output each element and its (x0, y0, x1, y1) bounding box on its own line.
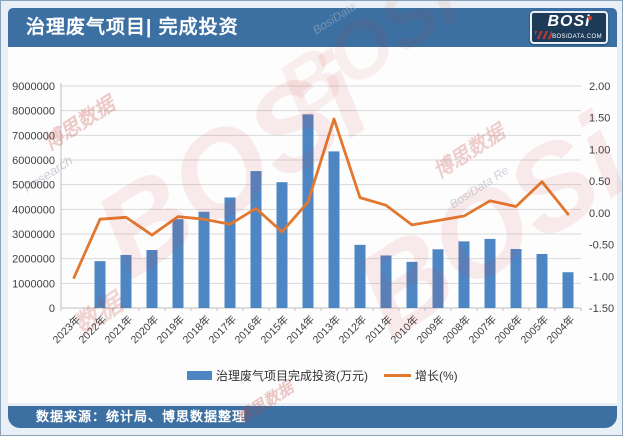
axes (60, 83, 582, 311)
svg-text:-1.00: -1.00 (589, 271, 614, 283)
bar-2016年 (250, 171, 262, 308)
bar-2006年 (510, 249, 522, 308)
svg-text:2006年: 2006年 (492, 313, 525, 346)
legend-bar-swatch (187, 371, 212, 380)
svg-text:0.00: 0.00 (589, 208, 610, 220)
gridlines (61, 85, 581, 284)
svg-text:2016年: 2016年 (232, 313, 265, 346)
svg-text:-0.50: -0.50 (589, 240, 614, 252)
bar-2021年 (120, 254, 132, 308)
bar-series (94, 114, 574, 308)
logo-stripes-icon (535, 31, 552, 39)
bar-2011年 (380, 255, 392, 308)
svg-text:0.50: 0.50 (589, 176, 610, 188)
svg-text:2015年: 2015年 (258, 313, 291, 346)
logo-subtext: BOSIDATA.COM (552, 34, 602, 40)
svg-text:2014年: 2014年 (284, 313, 317, 346)
svg-text:2010年: 2010年 (388, 313, 421, 346)
bar-2005年 (536, 253, 548, 308)
legend: 治理废气项目完成投资(万元) 增长(%) (187, 368, 458, 383)
bar-2017年 (224, 197, 236, 308)
bar-2022年 (94, 261, 106, 308)
svg-text:2011年: 2011年 (363, 313, 396, 346)
bar-2010年 (406, 261, 418, 308)
svg-text:0: 0 (49, 303, 55, 315)
svg-text:9000000: 9000000 (12, 81, 55, 93)
logo-accent-dot-icon (588, 16, 592, 20)
legend-bar-label: 治理废气项目完成投资(万元) (216, 368, 368, 383)
footer-banner: 数据来源：统计局、博思数据整理 (8, 406, 617, 428)
svg-text:2013年: 2013年 (310, 313, 343, 346)
x-axis-labels: 2023年2022年2021年2020年2019年2018年2017年2016年… (50, 313, 577, 346)
bar-2018年 (198, 211, 210, 308)
bar-2008年 (458, 241, 470, 308)
svg-text:2007年: 2007年 (466, 313, 499, 346)
legend-line-label: 增长(%) (415, 369, 458, 383)
svg-text:2012年: 2012年 (336, 313, 369, 346)
bosi-logo: BOSi BOSIDATA.COM (530, 11, 608, 44)
svg-text:7000000: 7000000 (12, 130, 55, 142)
bar-2012年 (354, 244, 366, 308)
svg-text:2004年: 2004年 (544, 313, 577, 346)
svg-text:-1.50: -1.50 (589, 303, 614, 315)
svg-text:3000000: 3000000 (12, 229, 55, 241)
bar-2020年 (146, 250, 158, 308)
svg-text:6000000: 6000000 (12, 155, 55, 167)
growth-line (72, 117, 570, 279)
svg-text:2020年: 2020年 (128, 313, 161, 346)
svg-text:2023年: 2023年 (50, 313, 83, 346)
svg-text:2017年: 2017年 (206, 313, 239, 346)
svg-text:2005年: 2005年 (518, 313, 551, 346)
y-axis-right: -1.50 -1.00 -0.50 0.00 0.50 1.00 1.50 2.00 (589, 81, 614, 315)
bar-2013年 (328, 151, 340, 308)
svg-text:4000000: 4000000 (12, 204, 55, 216)
header-banner: 治理废气项目| 完成投资 BOSi BOSIDATA.COM (8, 8, 617, 47)
data-source-text: 数据来源：统计局、博思数据整理 (36, 409, 247, 424)
bar-2009年 (432, 249, 444, 308)
svg-text:2019年: 2019年 (154, 313, 187, 346)
svg-text:2008年: 2008年 (440, 313, 473, 346)
svg-text:1.50: 1.50 (589, 113, 610, 125)
svg-text:2.00: 2.00 (589, 81, 610, 93)
y-axis-left: 0 1000000 2000000 3000000 4000000 5000000 6000… (12, 81, 55, 315)
page-title: 治理废气项目| 完成投资 (26, 17, 239, 38)
logo-text: BOSi (547, 13, 591, 30)
svg-text:2000000: 2000000 (12, 254, 55, 266)
svg-text:5000000: 5000000 (12, 180, 55, 192)
svg-text:2018年: 2018年 (180, 313, 213, 346)
svg-text:1.00: 1.00 (589, 144, 610, 156)
bar-2019年 (172, 219, 184, 308)
bar-2004年 (562, 272, 574, 308)
svg-text:2021年: 2021年 (102, 313, 135, 346)
svg-text:8000000: 8000000 (12, 106, 55, 118)
svg-text:2009年: 2009年 (414, 313, 447, 346)
svg-text:2022年: 2022年 (76, 313, 109, 346)
bar-2007年 (484, 238, 496, 308)
svg-text:1000000: 1000000 (12, 278, 55, 290)
bar-2014年 (302, 114, 314, 308)
bar-2015年 (276, 182, 288, 308)
